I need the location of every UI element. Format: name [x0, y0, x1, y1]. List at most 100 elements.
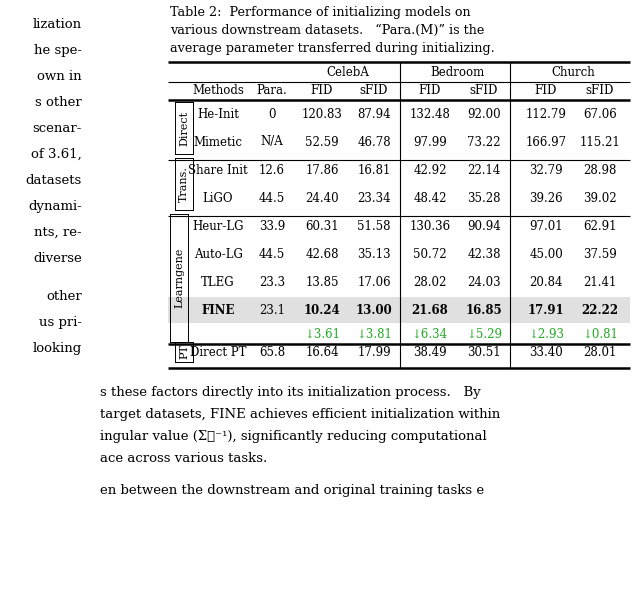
Text: FINE: FINE [201, 303, 235, 316]
Text: 23.3: 23.3 [259, 276, 285, 289]
Text: Para.: Para. [257, 84, 287, 97]
Text: own in: own in [37, 70, 82, 83]
Text: 44.5: 44.5 [259, 192, 285, 205]
Text: 39.02: 39.02 [583, 192, 617, 205]
Text: 16.85: 16.85 [466, 303, 502, 316]
Text: Bedroom: Bedroom [430, 65, 484, 78]
Text: Church: Church [551, 65, 595, 78]
Text: Mimetic: Mimetic [193, 136, 243, 149]
Text: of 3.61,: of 3.61, [31, 148, 82, 161]
Text: TLEG: TLEG [201, 276, 235, 289]
Text: sFID: sFID [586, 84, 614, 97]
Text: Trans.: Trans. [179, 166, 189, 202]
Text: ↓0.81: ↓0.81 [582, 327, 618, 340]
Text: 23.34: 23.34 [357, 192, 391, 205]
Text: 112.79: 112.79 [525, 107, 566, 120]
Text: looking: looking [33, 342, 82, 355]
Text: 17.99: 17.99 [357, 346, 391, 359]
Text: 21.68: 21.68 [412, 303, 449, 316]
Text: 10.24: 10.24 [303, 303, 340, 316]
Text: 21.41: 21.41 [583, 276, 617, 289]
Text: 23.1: 23.1 [259, 303, 285, 316]
Text: 44.5: 44.5 [259, 247, 285, 261]
Text: sFID: sFID [470, 84, 498, 97]
Text: diverse: diverse [33, 252, 82, 265]
Text: average parameter transferred during initializing.: average parameter transferred during ini… [170, 42, 495, 55]
Text: 0: 0 [268, 107, 276, 120]
Text: dynami-: dynami- [28, 200, 82, 213]
Text: scenar-: scenar- [33, 122, 82, 135]
Text: CelebA: CelebA [326, 65, 369, 78]
Text: other: other [46, 290, 82, 303]
Text: 45.00: 45.00 [529, 247, 563, 261]
Text: 22.14: 22.14 [467, 163, 500, 176]
Text: Heur-LG: Heur-LG [192, 219, 244, 232]
Text: FID: FID [419, 84, 441, 97]
Text: s these factors directly into its initialization process.   By: s these factors directly into its initia… [100, 386, 481, 399]
Text: Learngene: Learngene [174, 248, 184, 308]
Text: 16.64: 16.64 [305, 346, 339, 359]
Text: Auto-LG: Auto-LG [193, 247, 243, 261]
Text: 33.40: 33.40 [529, 346, 563, 359]
Text: 87.94: 87.94 [357, 107, 391, 120]
Text: 24.40: 24.40 [305, 192, 339, 205]
Text: 13.85: 13.85 [305, 276, 339, 289]
Text: 92.00: 92.00 [467, 107, 501, 120]
Text: datasets: datasets [26, 174, 82, 187]
Text: Share Init: Share Init [188, 163, 248, 176]
Text: 48.42: 48.42 [413, 192, 447, 205]
Text: ↓6.34: ↓6.34 [412, 327, 448, 340]
Text: 62.91: 62.91 [583, 219, 617, 232]
Text: 13.00: 13.00 [356, 303, 392, 316]
Text: 50.72: 50.72 [413, 247, 447, 261]
Text: s other: s other [35, 96, 82, 109]
Text: he spe-: he spe- [34, 44, 82, 57]
Text: 97.99: 97.99 [413, 136, 447, 149]
Text: 46.78: 46.78 [357, 136, 391, 149]
Text: 73.22: 73.22 [467, 136, 500, 149]
Text: 90.94: 90.94 [467, 219, 501, 232]
Text: 97.01: 97.01 [529, 219, 563, 232]
Text: target datasets, FINE achieves efficient initialization within: target datasets, FINE achieves efficient… [100, 408, 500, 421]
Text: 65.8: 65.8 [259, 346, 285, 359]
Text: 42.38: 42.38 [467, 247, 500, 261]
Text: 60.31: 60.31 [305, 219, 339, 232]
Text: 28.02: 28.02 [413, 276, 447, 289]
Bar [168, 297, 630, 323]
Text: Methods: Methods [192, 84, 244, 97]
Text: 17.06: 17.06 [357, 276, 391, 289]
Text: 17.91: 17.91 [528, 303, 564, 316]
Text: 35.28: 35.28 [467, 192, 500, 205]
Text: 12.6: 12.6 [259, 163, 285, 176]
Text: 16.81: 16.81 [357, 163, 390, 176]
Text: 28.01: 28.01 [583, 346, 617, 359]
Text: ↓3.61: ↓3.61 [304, 327, 340, 340]
Text: 120.83: 120.83 [301, 107, 342, 120]
Text: 132.48: 132.48 [410, 107, 451, 120]
Text: 24.03: 24.03 [467, 276, 501, 289]
Text: 115.21: 115.21 [580, 136, 620, 149]
Text: ingular value (Σ⋆⁻¹), significantly reducing computational: ingular value (Σ⋆⁻¹), significantly redu… [100, 430, 487, 443]
Text: 17.86: 17.86 [305, 163, 339, 176]
Text: N/A: N/A [260, 136, 284, 149]
Text: 52.59: 52.59 [305, 136, 339, 149]
Text: ↓2.93: ↓2.93 [528, 327, 564, 340]
Text: 28.98: 28.98 [583, 163, 617, 176]
Text: Table 2:  Performance of initializing models on: Table 2: Performance of initializing mod… [170, 6, 470, 19]
Text: 37.59: 37.59 [583, 247, 617, 261]
Text: ace across various tasks.: ace across various tasks. [100, 452, 268, 465]
Text: 35.13: 35.13 [357, 247, 391, 261]
Text: He-Init: He-Init [197, 107, 239, 120]
Text: 38.49: 38.49 [413, 346, 447, 359]
Text: en between the downstream and original training tasks e: en between the downstream and original t… [100, 484, 484, 497]
Text: FID: FID [311, 84, 333, 97]
Text: ↓5.29: ↓5.29 [466, 327, 502, 340]
Text: 20.84: 20.84 [529, 276, 563, 289]
Text: 32.79: 32.79 [529, 163, 563, 176]
Text: nts, re-: nts, re- [35, 226, 82, 239]
Text: 33.9: 33.9 [259, 219, 285, 232]
Text: LiGO: LiGO [203, 192, 233, 205]
Text: sFID: sFID [360, 84, 388, 97]
Text: 39.26: 39.26 [529, 192, 563, 205]
Text: ↓3.81: ↓3.81 [356, 327, 392, 340]
